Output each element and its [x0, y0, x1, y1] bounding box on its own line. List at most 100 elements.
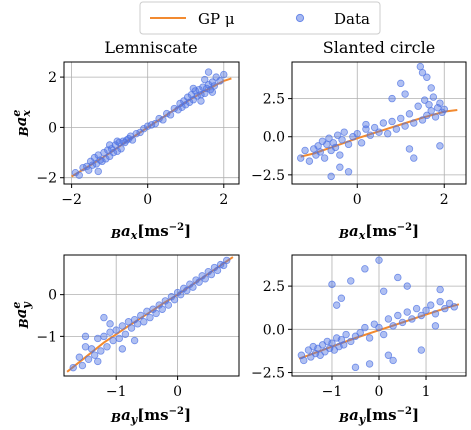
x-tick-label: −1: [322, 384, 343, 400]
y-tick-label: 0: [48, 120, 57, 136]
data-point: [398, 318, 407, 327]
xlabel-3: Bay[ms−2]: [338, 406, 419, 426]
data-point: [325, 134, 333, 142]
data-point: [152, 309, 160, 318]
y-tick-label: 2: [48, 70, 57, 86]
data-point: [392, 125, 401, 133]
plot-frame-0: [63, 61, 240, 185]
data-point: [427, 107, 435, 115]
data-point: [320, 154, 329, 162]
data-point: [85, 166, 93, 174]
data-point: [405, 145, 414, 153]
data-point: [423, 111, 431, 120]
data-point: [388, 117, 396, 126]
data-point: [380, 330, 388, 339]
data-point: [106, 328, 114, 336]
data-point: [389, 322, 397, 330]
data-point: [133, 320, 142, 328]
data-point: [375, 256, 383, 264]
data-point: [344, 140, 353, 149]
data-point: [417, 346, 426, 354]
data-point: [87, 345, 96, 353]
data-point: [201, 75, 209, 84]
ticks-3: −1 0 1 −2.5 0.0 2.5: [251, 279, 430, 400]
panel-lemniscate-x: Lemniscate −2 0 2 −2 0 2 Bax[ms−2] Baex: [10, 38, 240, 242]
data-point: [103, 343, 111, 351]
data-point: [417, 311, 426, 320]
x-tick-label: 2: [219, 192, 228, 208]
ticks-2: −1 0 −1 0: [36, 288, 182, 400]
xlabel-0: Bax[ms−2]: [110, 222, 191, 242]
data-point: [124, 318, 133, 326]
data-point: [436, 297, 444, 306]
data-point: [401, 122, 409, 130]
panel-slanted-circle-x: Slanted circle 0 2 −2.5 0.0 2.5 Bax[ms−2]: [251, 38, 467, 242]
data-point: [397, 79, 405, 88]
legend-data-label: Data: [334, 10, 370, 28]
data-point: [388, 94, 396, 103]
data-point: [151, 119, 160, 128]
legend: GP μ Data: [139, 1, 381, 35]
data-point: [185, 98, 194, 106]
panel-slanted-circle-y: −1 0 1 −2.5 0.0 2.5 Bay[ms−2]: [251, 254, 467, 426]
data-point: [422, 306, 430, 315]
data-point: [208, 88, 217, 96]
ylabel-2: Baey: [10, 301, 33, 330]
data-point: [405, 110, 414, 118]
legend-frame: [139, 1, 381, 35]
plot-frame-1: [291, 61, 467, 185]
data-point: [180, 97, 188, 105]
data-point: [331, 143, 340, 152]
panel-title-lemniscate: Lemniscate: [104, 38, 197, 57]
x-tick-label: 0: [173, 384, 182, 400]
data-point: [336, 151, 344, 159]
y-tick-label: 0: [48, 288, 57, 304]
data-point: [81, 332, 90, 341]
data-point: [118, 322, 127, 330]
data-point: [323, 140, 331, 149]
data-point: [140, 318, 148, 326]
data-point: [429, 93, 438, 101]
data-point: [379, 119, 388, 127]
data-point: [425, 100, 433, 109]
data-point: [164, 301, 173, 309]
data-point: [431, 322, 440, 330]
data-point: [436, 99, 444, 107]
data-point: [410, 154, 418, 162]
data-point: [436, 285, 444, 294]
xlabel-2: Bay[ms−2]: [110, 406, 191, 426]
data-point: [336, 163, 344, 171]
data-point: [117, 145, 125, 153]
data-point: [401, 90, 409, 98]
data-point: [189, 96, 198, 104]
x-tick-label: −2: [61, 192, 82, 208]
ticks-1: 0 2 −2.5 0.0 2.5: [251, 92, 449, 208]
x-tick-label: 0: [375, 384, 384, 400]
data-point: [375, 323, 383, 332]
data-point: [84, 355, 93, 364]
data-point: [427, 301, 435, 309]
data-point: [365, 360, 374, 368]
data-points-3: [297, 256, 458, 372]
data-point: [420, 96, 429, 104]
data-point: [403, 308, 411, 316]
data-point: [94, 334, 102, 343]
data-point: [347, 337, 355, 346]
x-tick-label: 2: [440, 192, 449, 208]
data-point: [440, 105, 448, 113]
data-point: [384, 129, 392, 138]
data-point: [100, 332, 108, 341]
data-point: [210, 82, 218, 90]
data-point: [176, 290, 185, 299]
data-point: [94, 357, 102, 366]
data-point: [305, 157, 314, 165]
grid-1: [292, 62, 466, 184]
data-point: [357, 139, 366, 147]
data-point: [327, 172, 335, 181]
data-point: [182, 101, 190, 109]
data-point: [97, 347, 105, 355]
data-point: [333, 131, 342, 139]
x-tick-label: 0: [143, 192, 152, 208]
data-point: [183, 286, 191, 295]
data-point: [204, 68, 213, 76]
